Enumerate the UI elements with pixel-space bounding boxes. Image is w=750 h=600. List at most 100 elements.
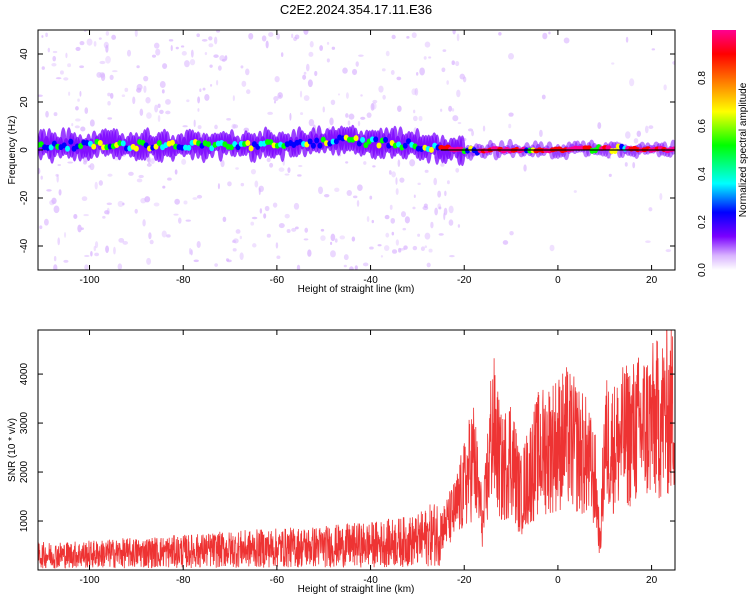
heatmap-speckle: [79, 41, 85, 46]
heatmap-speckle: [165, 110, 171, 115]
snr-x-label: Height of straight line (km): [298, 584, 415, 595]
y-tick-label: 40: [19, 48, 30, 60]
colorbar: 0.0 0.2 0.4 0.6 0.8 Normalized spectral ampl…: [697, 30, 749, 277]
heatmap-speckle: [140, 197, 147, 204]
heatmap-speckle: [41, 66, 45, 70]
heatmap-speckle: [162, 63, 168, 69]
heatmap-cell: [245, 140, 251, 147]
heatmap-speckle: [189, 58, 196, 66]
heatmap-speckle: [390, 70, 395, 76]
heatmap-speckle: [381, 68, 386, 72]
spectrogram-x-label: Height of straight line (km): [298, 284, 415, 295]
colorbar-tick-label: 0.0: [697, 263, 708, 277]
heatmap-speckle: [132, 96, 136, 105]
heatmap-speckle: [177, 217, 182, 224]
heatmap-speckle: [395, 177, 398, 185]
heatmap-speckle: [51, 63, 57, 67]
heatmap-cell: [363, 142, 369, 149]
heatmap-speckle: [55, 77, 62, 80]
heatmap-speckle: [214, 124, 218, 130]
x-tick-label: 20: [646, 275, 658, 286]
heatmap-speckle: [185, 219, 191, 222]
heatmap-speckle: [217, 183, 220, 190]
heatmap-speckle: [53, 205, 60, 214]
heatmap-speckle: [190, 249, 193, 256]
heatmap-speckle: [299, 90, 303, 98]
heatmap-speckle: [147, 156, 151, 164]
heatmap-speckle: [90, 250, 93, 257]
heatmap-speckle: [352, 195, 358, 199]
x-tick-label: -40: [363, 575, 378, 586]
heatmap-speckle: [186, 99, 190, 103]
heatmap-speckle: [151, 54, 157, 58]
heatmap-speckle: [412, 245, 418, 251]
heatmap-speckle: [225, 258, 230, 262]
heatmap-speckle: [347, 120, 351, 126]
heatmap-speckle: [380, 255, 384, 258]
heatmap-speckle: [523, 164, 527, 172]
heatmap-speckle: [107, 92, 111, 97]
heatmap-speckle: [180, 45, 185, 48]
heatmap-speckle: [418, 115, 423, 122]
heatmap-speckle: [284, 213, 290, 219]
heatmap-cell: [333, 138, 339, 145]
heatmap-speckle: [58, 189, 62, 196]
heatmap-speckle: [542, 32, 548, 40]
heatmap-speckle: [391, 231, 395, 236]
heatmap-speckle: [307, 249, 312, 257]
heatmap-speckle: [272, 202, 278, 208]
heatmap-speckle: [448, 219, 454, 226]
heatmap-cell: [209, 145, 215, 152]
x-tick-label: 0: [555, 575, 561, 586]
heatmap-speckle: [404, 216, 410, 224]
y-tick-label: 4000: [19, 363, 30, 386]
heatmap-speckle: [44, 218, 49, 226]
heatmap-cell: [186, 144, 192, 151]
heatmap-speckle: [204, 51, 208, 56]
heatmap-speckle: [109, 74, 114, 80]
heatmap-speckle: [383, 245, 390, 252]
heatmap-speckle: [149, 239, 154, 245]
heatmap-speckle: [448, 105, 453, 112]
heatmap-speckle: [424, 232, 431, 240]
heatmap-speckle: [314, 70, 318, 77]
heatmap-speckle: [173, 213, 179, 216]
heatmap-speckle: [113, 246, 116, 255]
heatmap-speckle: [202, 87, 206, 91]
heatmap-speckle: [391, 171, 396, 178]
colorbar-tick-label: 0.4: [697, 167, 708, 181]
heatmap-cell: [314, 137, 320, 144]
y-tick-label: -20: [19, 190, 30, 205]
heatmap-speckle: [96, 71, 102, 78]
heatmap-cell: [120, 140, 126, 147]
heatmap-speckle: [307, 79, 313, 88]
heatmap-speckle: [157, 103, 161, 109]
heatmap-speckle: [438, 233, 444, 236]
heatmap-speckle: [456, 33, 460, 42]
heatmap-speckle: [330, 233, 336, 242]
heatmap-speckle: [122, 240, 129, 245]
heatmap-speckle: [55, 173, 59, 177]
heatmap-speckle: [548, 31, 551, 35]
heatmap-speckle: [339, 235, 346, 240]
heatmap-speckle: [165, 99, 171, 105]
heatmap-speckle: [345, 92, 349, 99]
heatmap-speckle: [343, 254, 349, 261]
heatmap-speckle: [45, 110, 49, 118]
heatmap-speckle: [396, 76, 402, 81]
heatmap-speckle: [161, 89, 165, 94]
heatmap-speckle: [232, 248, 237, 252]
heatmap-cell: [612, 148, 618, 155]
heatmap-speckle: [573, 190, 577, 193]
heatmap-speckle: [53, 256, 57, 262]
heatmap-speckle: [136, 65, 140, 69]
heatmap-speckle: [174, 169, 178, 175]
heatmap-speckle: [330, 99, 336, 106]
spectrogram-heatmap: [38, 30, 675, 270]
heatmap-speckle: [389, 204, 393, 210]
heatmap-speckle: [384, 214, 390, 220]
heatmap-speckle: [457, 224, 461, 228]
heatmap-speckle: [154, 104, 159, 113]
x-tick-label: 20: [646, 575, 658, 586]
heatmap-speckle: [175, 46, 179, 50]
